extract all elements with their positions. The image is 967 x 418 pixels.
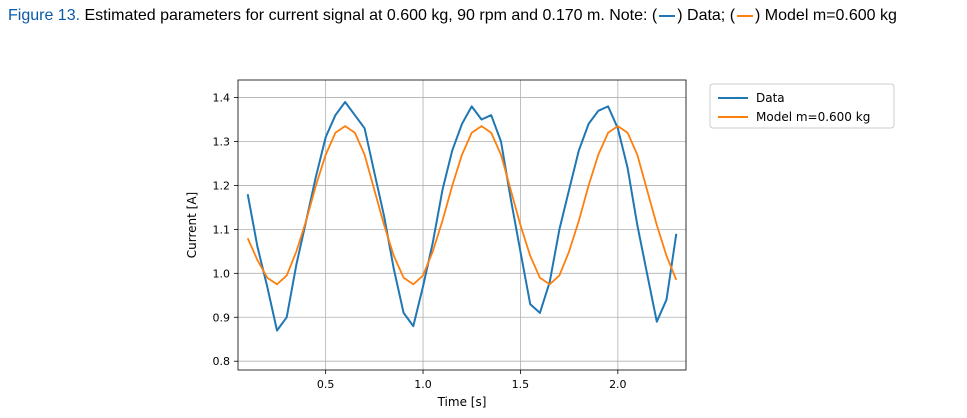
axis-ticks: 0.5 1.0 1.5 2.0 0.8 0.9 1.0 1.1 1.2 1.3 1.4 [213, 92, 627, 391]
y-tick-label: 1.0 [213, 267, 231, 280]
caption-text-mid: ) Data; ( [677, 7, 736, 24]
y-tick-label: 1.2 [213, 179, 231, 192]
grid [238, 80, 686, 370]
y-tick-label: 1.3 [213, 136, 231, 149]
legend: Data Model m=0.600 kg [709, 83, 895, 129]
data-line-swatch [659, 14, 676, 17]
y-tick-label: 1.1 [213, 223, 231, 236]
x-axis-label: Time [s] [437, 395, 487, 409]
figure-label: Figure 13. [8, 7, 81, 24]
x-tick-label: 1.0 [414, 378, 432, 391]
x-tick-label: 2.0 [609, 378, 627, 391]
y-tick-label: 0.9 [213, 311, 231, 324]
legend-label-data: Data [756, 91, 785, 105]
y-tick-label: 1.4 [213, 92, 231, 105]
legend-label-model: Model m=0.600 kg [756, 110, 870, 124]
caption-text-after: ) Model m=0.600 kg [755, 7, 897, 24]
caption-text-before: Estimated parameters for current signal … [84, 7, 658, 24]
model-line-swatch [737, 14, 754, 17]
y-axis-label: Current [A] [185, 192, 199, 258]
data-series-line [246, 101, 678, 332]
x-tick-label: 0.5 [317, 378, 335, 391]
x-tick-label: 1.5 [512, 378, 530, 391]
plot-frame [237, 79, 687, 371]
y-tick-label: 0.8 [213, 355, 231, 368]
model-series-line [246, 125, 678, 286]
figure-caption: Figure 13. Estimated parameters for curr… [8, 6, 958, 26]
series-lines [246, 101, 678, 332]
legend-box [709, 83, 895, 129]
